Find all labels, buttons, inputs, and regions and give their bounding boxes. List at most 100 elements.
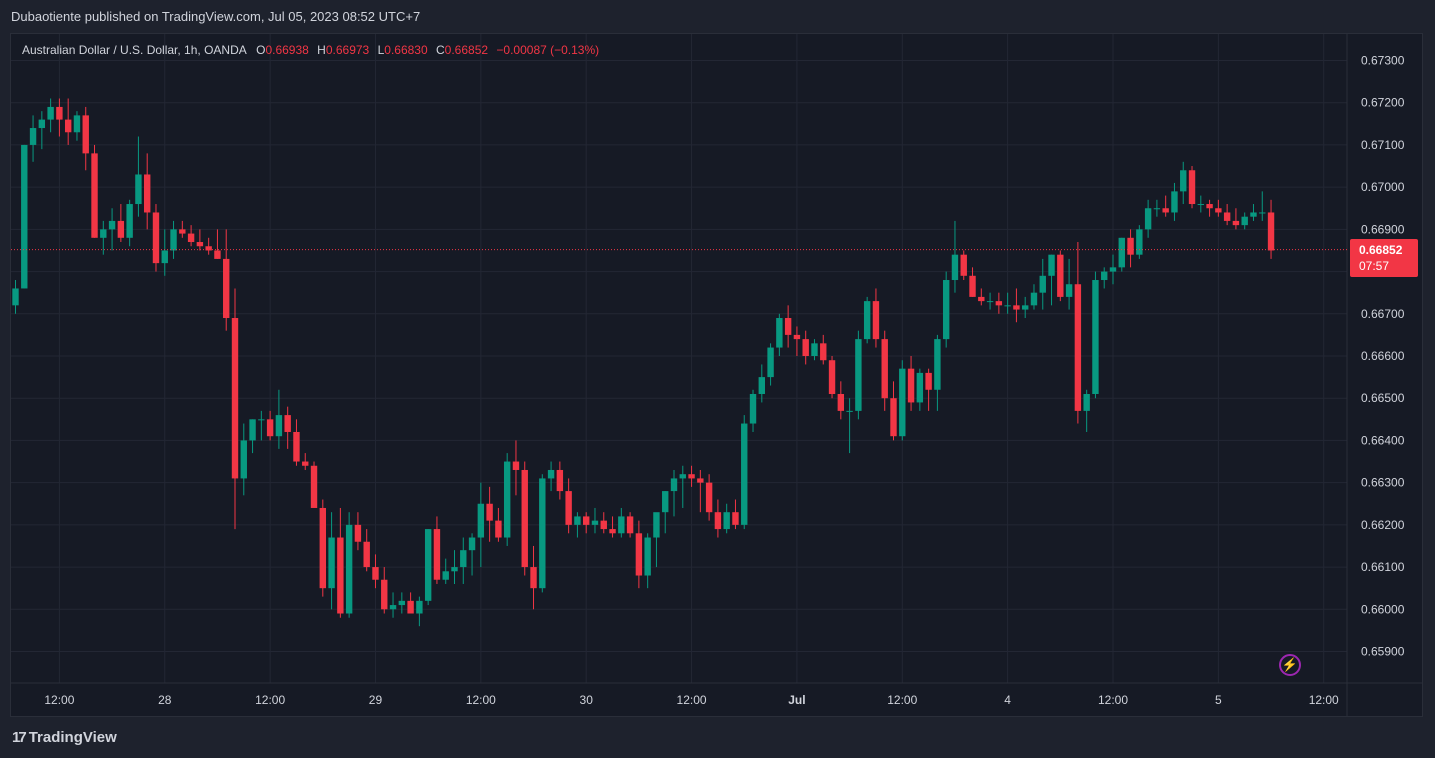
time-tick-label: 5 <box>1215 693 1222 707</box>
publish-info: Dubaotiente published on TradingView.com… <box>11 9 421 24</box>
candle <box>47 98 54 133</box>
candle-body <box>73 115 81 133</box>
candle <box>793 326 801 356</box>
candle-body <box>293 431 300 462</box>
candle-body <box>784 318 792 335</box>
candle <box>1232 208 1240 230</box>
candle-body <box>460 550 467 568</box>
candle-body <box>670 478 678 492</box>
price-tick-label: 0.66000 <box>1361 602 1405 616</box>
candle <box>407 592 414 614</box>
candle-body <box>1153 208 1161 210</box>
candle-body <box>389 605 397 610</box>
candle <box>319 499 326 597</box>
candle-body <box>1083 393 1090 411</box>
candle <box>626 512 634 538</box>
brand-name: TradingView <box>28 729 117 746</box>
candle <box>477 482 485 568</box>
candle <box>942 271 950 348</box>
candle <box>249 419 256 454</box>
change-value: −0.00087 (−0.13%) <box>496 43 600 57</box>
candle <box>1109 254 1117 285</box>
candle-body <box>1109 267 1117 272</box>
price-tick-label: 0.65900 <box>1361 645 1405 659</box>
candle-body <box>890 398 897 437</box>
price-tick-label: 0.66700 <box>1361 307 1405 321</box>
candle-body <box>1101 271 1108 281</box>
candle <box>266 410 274 441</box>
candle <box>170 220 177 259</box>
candle <box>293 419 300 466</box>
candle-body <box>662 491 669 513</box>
candle-body <box>609 529 616 534</box>
candle-body <box>442 571 449 580</box>
candle <box>662 491 669 534</box>
candle-body <box>82 115 89 154</box>
candle <box>460 537 467 584</box>
candle-body <box>310 465 318 508</box>
candle-body <box>319 507 326 589</box>
candle-body <box>1232 220 1240 226</box>
symbol-title[interactable]: Australian Dollar / U.S. Dollar, 1h, OAN… <box>22 43 247 57</box>
high-label: H <box>317 43 326 57</box>
time-tick-label: 29 <box>369 693 383 707</box>
candle-body <box>916 372 924 403</box>
lightning-icon[interactable]: ⚡ <box>1279 654 1301 676</box>
price-tick-label: 0.67100 <box>1361 138 1405 152</box>
candle <box>1013 288 1020 323</box>
candle-body <box>793 334 801 340</box>
candle-body <box>495 520 502 538</box>
time-tick-label: 30 <box>580 693 594 707</box>
candle-body <box>1223 212 1231 221</box>
candle <box>784 305 792 348</box>
candle <box>714 499 722 538</box>
candle-body <box>64 119 72 133</box>
candle-body <box>1197 204 1204 206</box>
candle <box>1074 242 1082 424</box>
candle <box>284 406 291 449</box>
candle <box>1188 166 1196 209</box>
open-value: 0.66938 <box>265 43 309 57</box>
candle-body <box>231 318 239 479</box>
candle <box>1092 271 1099 399</box>
candle-body <box>126 204 133 238</box>
price-axis: 0.67300 0.67200 0.67100 0.67000 0.66900 0.668… <box>1361 54 1405 659</box>
candle-body <box>521 469 528 568</box>
candle <box>600 512 607 534</box>
candle <box>1197 195 1204 213</box>
close-value: 0.66852 <box>444 43 489 57</box>
candle <box>231 288 239 530</box>
candle <box>916 368 924 411</box>
candle <box>583 512 590 534</box>
candle-body <box>486 503 493 521</box>
candle-body <box>951 254 959 281</box>
candle-body <box>1127 237 1134 255</box>
candle-body <box>802 339 809 356</box>
candle-body <box>591 520 599 525</box>
candle <box>732 499 739 530</box>
price-tick-label: 0.67300 <box>1361 54 1405 68</box>
candle <box>152 204 160 272</box>
candle-body <box>372 567 379 580</box>
candle-body <box>135 174 142 205</box>
time-tick-label: 12:00 <box>44 693 74 707</box>
candle-body <box>1057 254 1064 297</box>
candle-body <box>214 250 221 259</box>
candle-body <box>258 419 265 421</box>
candle <box>758 364 765 403</box>
candle <box>223 229 230 331</box>
candle-body <box>644 537 651 576</box>
candle <box>29 115 37 162</box>
candle-body <box>846 410 853 412</box>
chart-panel[interactable] <box>10 33 1423 717</box>
candle <box>100 220 107 255</box>
candle-body <box>12 288 19 306</box>
candle-body <box>758 377 765 394</box>
time-axis: 12:00 28 12:00 29 12:00 30 12:00 Jul 12:00 4 12:00… <box>44 693 1339 707</box>
candle <box>486 486 493 542</box>
candle <box>363 529 370 572</box>
tradingview-brand[interactable]: 17 TradingView <box>12 729 117 746</box>
candle-body <box>828 360 836 394</box>
candle-body <box>266 419 274 437</box>
